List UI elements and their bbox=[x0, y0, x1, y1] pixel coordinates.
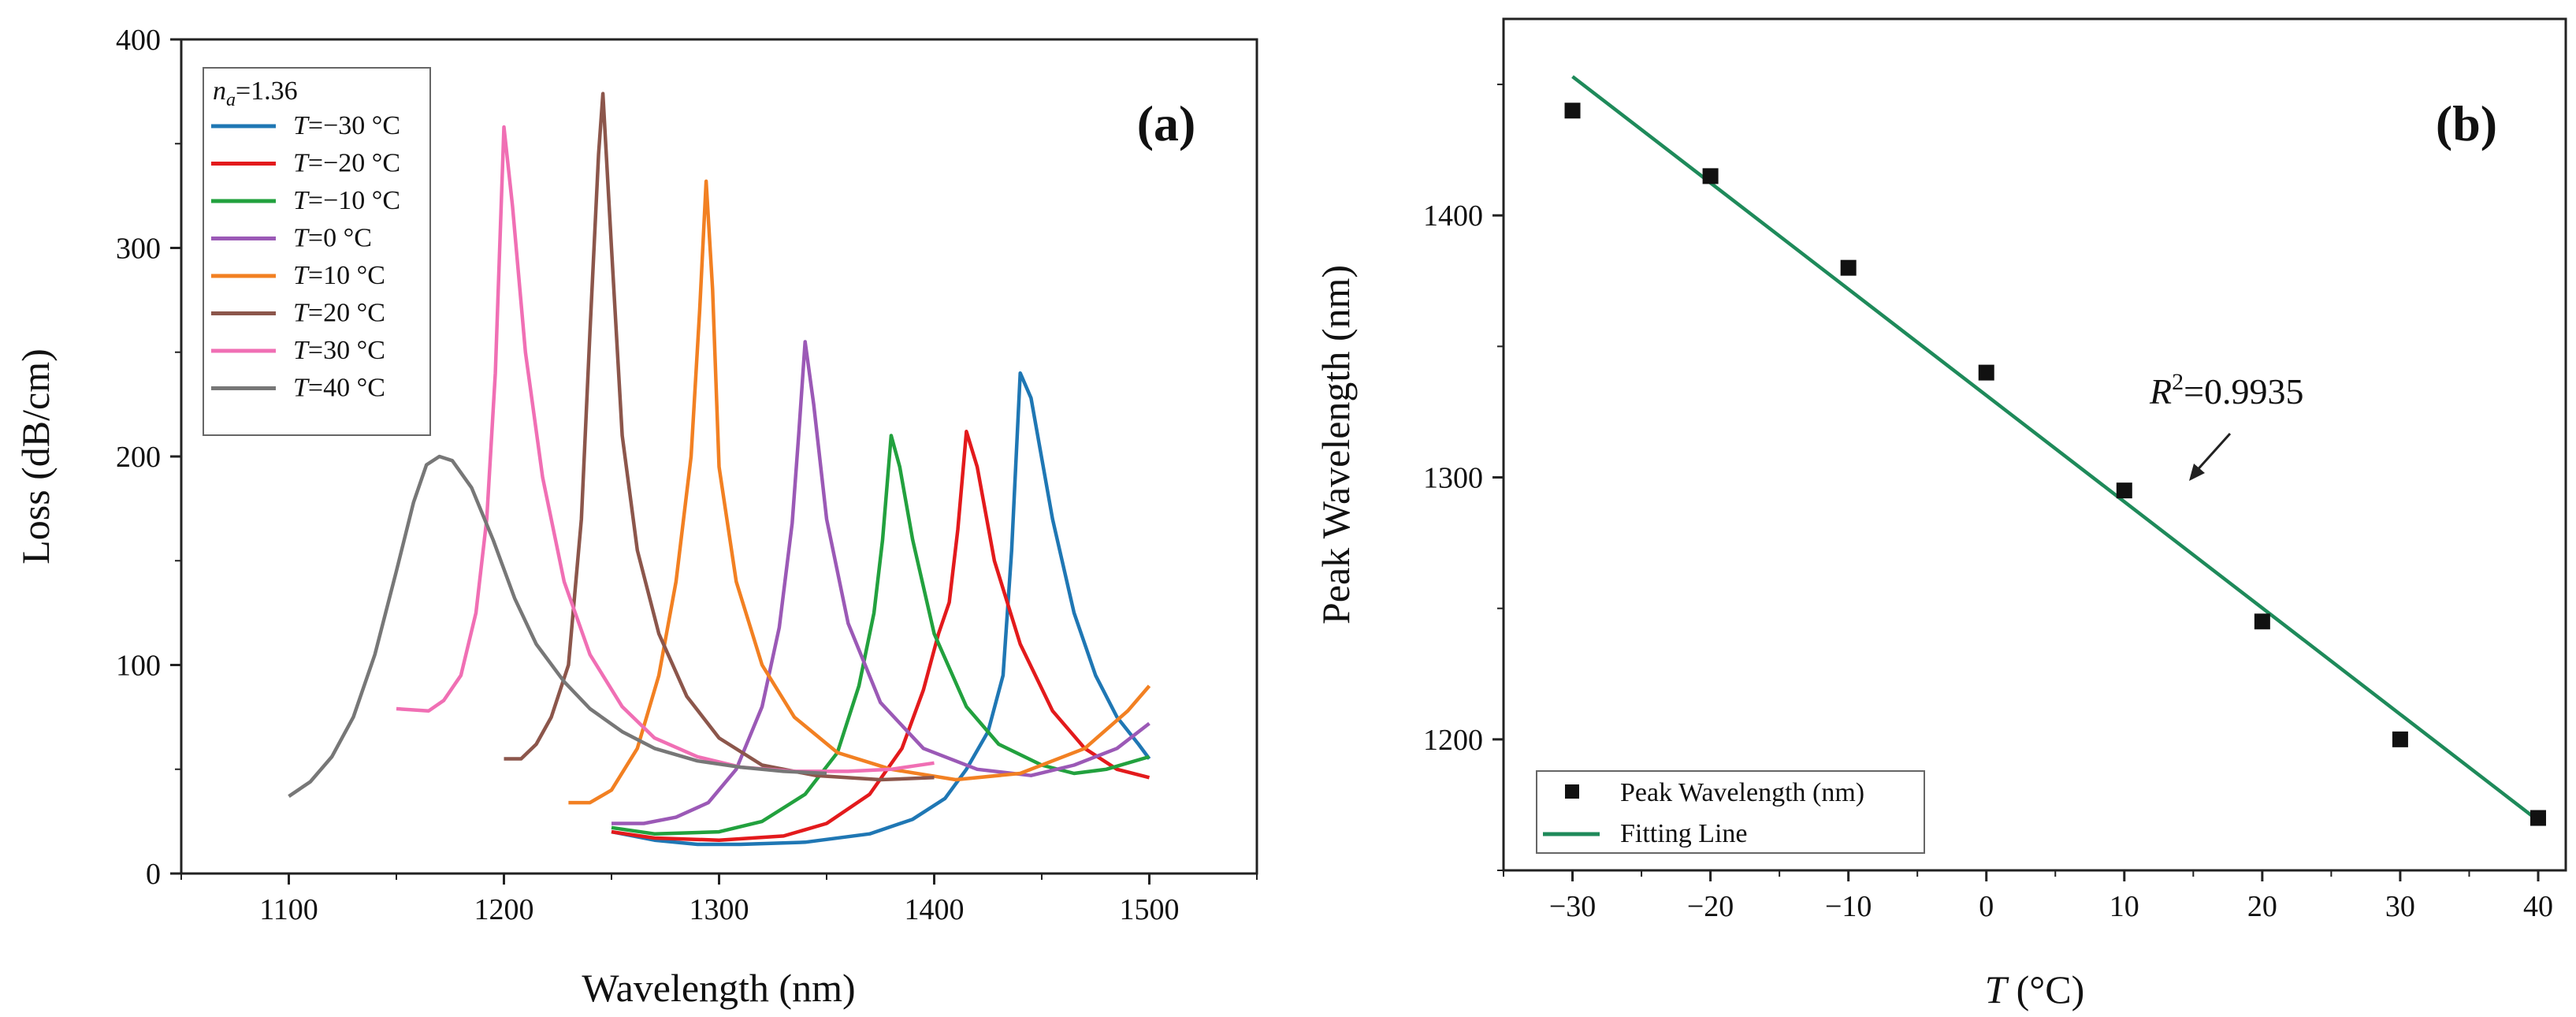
panel-a-series-line bbox=[504, 91, 935, 782]
panel-b-data-point bbox=[1978, 364, 1994, 381]
panel-b-r2-arrow-head bbox=[2189, 464, 2205, 481]
panel-b-y-tick-label: 1300 bbox=[1423, 462, 1483, 495]
panel-b-x-tick-label: 30 bbox=[2385, 890, 2415, 923]
panel-a-x-tick-label: 1100 bbox=[259, 893, 318, 926]
panel-b-x-tick-label: −30 bbox=[1549, 890, 1596, 923]
panel-a-legend-label: T=−20 °C bbox=[293, 149, 400, 178]
panel-a-series-line bbox=[568, 179, 1151, 805]
panel-a-y-tick-label: 0 bbox=[146, 858, 161, 891]
panel-a-x-axis-title: Wavelength (nm) bbox=[582, 966, 855, 1010]
panel-b-points bbox=[1564, 102, 2546, 826]
panel-b-data-point bbox=[1702, 168, 1719, 184]
panel-b-data-point bbox=[1564, 102, 1581, 119]
panel-a-y-axis-title: Loss (dB/cm) bbox=[13, 348, 58, 564]
panel-b-data-point bbox=[1840, 259, 1857, 276]
panel-a-axes: 1100 1200 1300 1400 1500 0 100 200 300 400 bbox=[116, 24, 1258, 926]
panel-b-y-tick-label: 1200 bbox=[1423, 724, 1483, 757]
panel-a-x-tick-label: 1200 bbox=[474, 893, 534, 926]
panel-a-series bbox=[288, 91, 1151, 847]
panel-b-data-point bbox=[2254, 613, 2270, 630]
panel-b-legend-box bbox=[1536, 770, 1925, 854]
panel-a-y-tick-label: 400 bbox=[116, 24, 161, 57]
panel-b: −30 −20 −10 0 10 20 30 40 1200 1300 1400 (b) T (°C)… bbox=[1314, 17, 2567, 1011]
panel-b-legend-label-points: Peak Wavelength (nm) bbox=[1620, 778, 1864, 807]
panel-a-legend-box bbox=[203, 67, 431, 436]
panel-b-r2-annotation: R2=0.9935 bbox=[2149, 369, 2304, 481]
panel-a-legend: na=1.36 T=−30 °CT=−20 °CT=−10 °CT=0 °CT=… bbox=[203, 67, 431, 436]
panel-a-x-tick-label: 1400 bbox=[905, 893, 965, 926]
panel-b-frame bbox=[1502, 17, 2567, 872]
panel-a-legend-label: T=20 °C bbox=[293, 299, 385, 328]
panel-a-legend-label: T=0 °C bbox=[293, 224, 372, 253]
panel-b-y-tick-label: 1400 bbox=[1423, 199, 1483, 233]
panel-b-data-point bbox=[2392, 731, 2408, 747]
panel-a-series-line bbox=[396, 125, 935, 773]
panel-b-data-point bbox=[2530, 810, 2546, 826]
panel-a-label: (a) bbox=[1137, 95, 1196, 151]
panel-a-y-tick-label: 200 bbox=[116, 441, 161, 474]
panel-a-series-line bbox=[611, 434, 1150, 836]
panel-b-fit-line bbox=[1571, 75, 2540, 822]
panel-b-legend-marker-square bbox=[1565, 784, 1579, 799]
panel-a-y-tick-label: 300 bbox=[116, 233, 161, 266]
panel-b-r2-arrow-shaft bbox=[2193, 432, 2232, 475]
panel-a-legend-label: T=30 °C bbox=[293, 336, 385, 365]
panel-a-legend-label: T=40 °C bbox=[293, 374, 385, 403]
panel-b-x-tick-label: 20 bbox=[2247, 890, 2277, 923]
panel-b-axes: −30 −20 −10 0 10 20 30 40 1200 1300 1400 bbox=[1423, 84, 2553, 923]
panel-a-series-line bbox=[611, 430, 1150, 842]
panel-b-r2-text: R2=0.9935 bbox=[2149, 369, 2304, 412]
panel-b-label: (b) bbox=[2436, 95, 2497, 151]
panel-b-x-tick-label: −20 bbox=[1687, 890, 1734, 923]
panel-b-y-axis-title: Peak Wavelength (nm) bbox=[1314, 265, 1358, 624]
panel-a-series-line bbox=[611, 371, 1151, 847]
panel-a-y-tick-label: 100 bbox=[116, 650, 161, 683]
panel-b-data-point bbox=[2116, 482, 2132, 499]
panel-a: 1100 1200 1300 1400 1500 0 100 200 300 400 (a) Wa… bbox=[13, 24, 1258, 1010]
panel-b-fit-line-group bbox=[1571, 75, 2540, 822]
panel-b-x-tick-label: 10 bbox=[2109, 890, 2139, 923]
panel-a-legend-label: T=−10 °C bbox=[293, 186, 400, 215]
panel-b-legend: Peak Wavelength (nm) Fitting Line bbox=[1536, 770, 1925, 854]
panel-b-x-axis-title: T (°C) bbox=[1985, 967, 2084, 1011]
panel-a-x-tick-label: 1500 bbox=[1120, 893, 1180, 926]
panel-a-legend-label: T=−30 °C bbox=[293, 111, 400, 140]
panel-a-legend-items: T=−30 °C T=−20 °C T=−10 °C T=0 °C T=10 °C T=2… bbox=[211, 111, 400, 403]
panel-a-legend-title: na=1.36 bbox=[213, 76, 298, 110]
panel-b-x-tick-label: 0 bbox=[1979, 890, 1994, 923]
panel-a-series-line bbox=[288, 454, 827, 798]
panel-b-x-tick-label: 40 bbox=[2523, 890, 2553, 923]
panel-b-legend-label-fit: Fitting Line bbox=[1620, 819, 1748, 848]
panel-a-x-tick-label: 1300 bbox=[690, 893, 749, 926]
panel-a-legend-label: T=10 °C bbox=[293, 261, 385, 290]
panel-b-x-tick-label: −10 bbox=[1825, 890, 1872, 923]
